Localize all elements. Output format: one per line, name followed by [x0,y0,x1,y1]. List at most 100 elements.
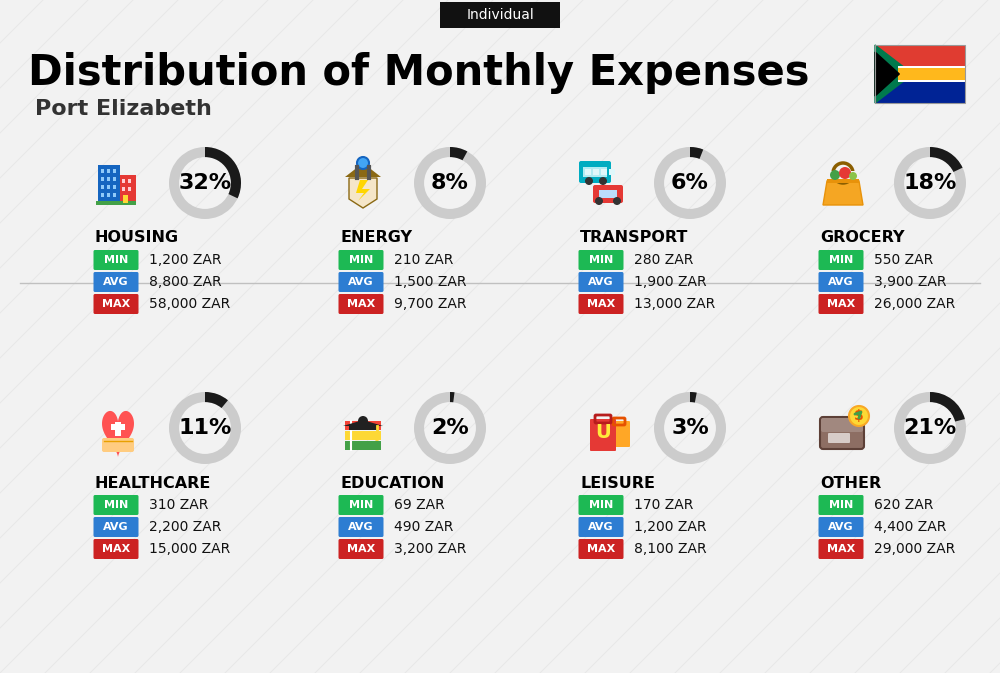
FancyBboxPatch shape [593,185,623,203]
Wedge shape [169,147,241,219]
Text: Distribution of Monthly Expenses: Distribution of Monthly Expenses [28,52,810,94]
FancyBboxPatch shape [875,45,965,74]
Wedge shape [450,147,467,160]
FancyBboxPatch shape [345,431,381,440]
Circle shape [357,157,369,169]
Polygon shape [102,411,134,457]
FancyBboxPatch shape [818,250,864,270]
Text: 1,500 ZAR: 1,500 ZAR [394,275,466,289]
Polygon shape [875,45,913,103]
FancyBboxPatch shape [828,433,850,443]
FancyBboxPatch shape [123,195,128,203]
Polygon shape [345,163,381,177]
FancyBboxPatch shape [827,177,859,183]
Polygon shape [875,52,899,96]
Text: 8,100 ZAR: 8,100 ZAR [634,542,707,556]
Text: 69 ZAR: 69 ZAR [394,498,445,512]
Wedge shape [169,392,241,464]
Circle shape [849,406,869,426]
FancyBboxPatch shape [107,185,110,189]
Wedge shape [690,392,697,402]
FancyBboxPatch shape [609,169,615,175]
Text: 9,700 ZAR: 9,700 ZAR [394,297,466,311]
Text: U: U [595,423,611,443]
Text: 8%: 8% [431,173,469,193]
FancyBboxPatch shape [94,517,138,537]
Text: MAX: MAX [102,544,130,554]
FancyBboxPatch shape [818,495,864,515]
Polygon shape [343,420,383,426]
FancyBboxPatch shape [113,169,116,173]
FancyBboxPatch shape [111,424,125,430]
FancyBboxPatch shape [101,185,104,189]
FancyBboxPatch shape [601,169,607,175]
FancyBboxPatch shape [122,187,125,191]
Text: Port Elizabeth: Port Elizabeth [35,99,212,119]
Wedge shape [930,392,965,421]
Text: 58,000 ZAR: 58,000 ZAR [149,297,230,311]
Wedge shape [414,147,486,219]
Text: MAX: MAX [827,299,855,309]
Text: OTHER: OTHER [820,476,881,491]
Text: 1,900 ZAR: 1,900 ZAR [634,275,707,289]
Wedge shape [930,147,963,172]
Text: AVG: AVG [588,522,614,532]
FancyBboxPatch shape [98,165,120,203]
FancyBboxPatch shape [349,424,377,430]
Text: 15,000 ZAR: 15,000 ZAR [149,542,230,556]
FancyBboxPatch shape [827,179,859,183]
Text: 2%: 2% [431,418,469,438]
Text: $: $ [854,409,864,423]
Circle shape [585,177,593,185]
Text: 310 ZAR: 310 ZAR [149,498,208,512]
FancyBboxPatch shape [583,167,607,177]
Text: AVG: AVG [828,277,854,287]
Text: AVG: AVG [103,277,129,287]
FancyBboxPatch shape [585,169,591,175]
Text: LEISURE: LEISURE [580,476,655,491]
Text: 620 ZAR: 620 ZAR [874,498,933,512]
FancyBboxPatch shape [578,539,624,559]
FancyBboxPatch shape [338,495,384,515]
Text: 170 ZAR: 170 ZAR [634,498,693,512]
FancyBboxPatch shape [590,419,616,451]
FancyBboxPatch shape [107,177,110,181]
Text: 11%: 11% [178,418,232,438]
FancyBboxPatch shape [101,193,104,197]
Circle shape [374,435,380,441]
FancyBboxPatch shape [345,421,381,430]
FancyBboxPatch shape [338,272,384,292]
Wedge shape [414,392,486,464]
Text: 32%: 32% [178,173,232,193]
FancyBboxPatch shape [338,294,384,314]
FancyBboxPatch shape [820,417,864,449]
FancyBboxPatch shape [818,272,864,292]
Text: 26,000 ZAR: 26,000 ZAR [874,297,955,311]
FancyBboxPatch shape [94,250,138,270]
Text: MIN: MIN [829,500,853,510]
Text: EDUCATION: EDUCATION [340,476,444,491]
FancyBboxPatch shape [96,201,136,205]
Wedge shape [654,147,726,219]
FancyBboxPatch shape [599,190,617,198]
Text: Individual: Individual [466,8,534,22]
FancyBboxPatch shape [875,74,965,103]
Text: AVG: AVG [348,277,374,287]
Text: MIN: MIN [349,500,373,510]
Text: 29,000 ZAR: 29,000 ZAR [874,542,955,556]
Text: MAX: MAX [827,544,855,554]
FancyBboxPatch shape [113,193,116,197]
Text: HEALTHCARE: HEALTHCARE [95,476,211,491]
Text: 490 ZAR: 490 ZAR [394,520,453,534]
Text: TRANSPORT: TRANSPORT [580,230,688,246]
FancyBboxPatch shape [593,169,599,175]
Text: GROCERY: GROCERY [820,230,904,246]
FancyBboxPatch shape [578,517,624,537]
FancyBboxPatch shape [610,421,630,447]
FancyBboxPatch shape [115,422,121,436]
FancyBboxPatch shape [128,187,131,191]
Wedge shape [450,392,455,402]
Text: 13,000 ZAR: 13,000 ZAR [634,297,715,311]
FancyBboxPatch shape [101,169,104,173]
Text: MAX: MAX [347,544,375,554]
